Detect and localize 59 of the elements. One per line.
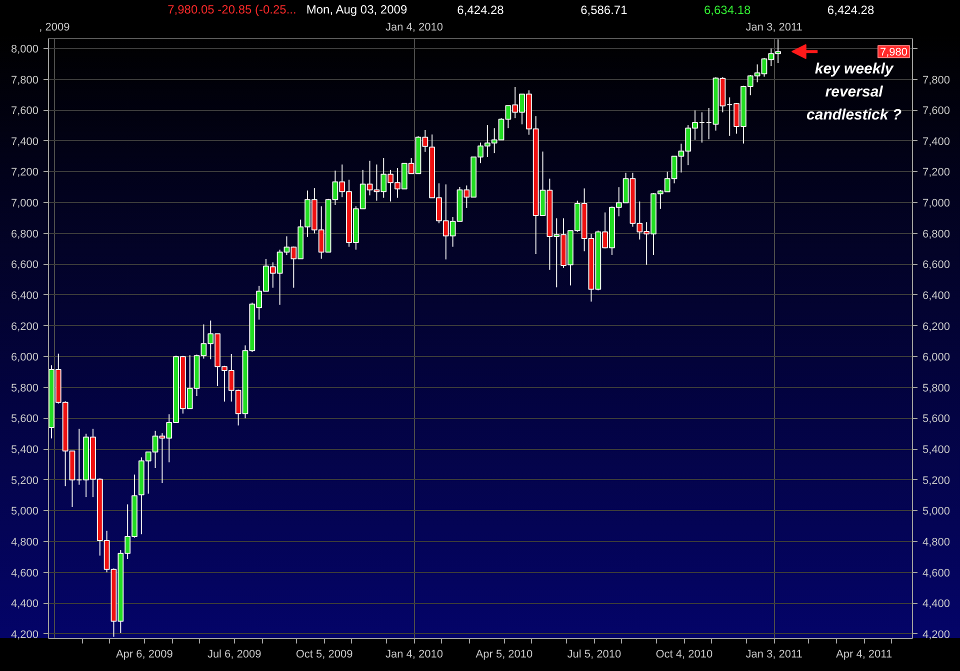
y2-tick-label: 6,200 (922, 320, 950, 333)
x-tick-label: Oct 5, 2009 (296, 648, 353, 660)
x-tick-label: Jul 5, 2010 (567, 648, 622, 660)
x-tick-label: Apr 6, 2009 (116, 648, 173, 660)
x-tick-label: Apr 5, 2010 (476, 648, 533, 660)
y-tick-label: 5,000 (10, 506, 39, 518)
y-tick-label: 7,400 (10, 136, 39, 148)
y2-tick-label: 5,800 (922, 382, 950, 394)
y2-tick-label: 5,600 (922, 413, 950, 426)
y-tick-label: 5,600 (10, 413, 39, 426)
y2-tick-label: 7,200 (922, 166, 950, 179)
y-tick-label: 8,000 (10, 44, 39, 56)
y-tick-label: 4,400 (10, 598, 39, 610)
y2-tick-label: 7,400 (922, 136, 950, 148)
y-tick-label: 7,200 (10, 166, 39, 179)
y-tick-label: 4,800 (10, 536, 39, 548)
y-tick-label: 7,000 (10, 198, 39, 210)
y-tick-label: 5,200 (10, 474, 39, 487)
text: 7,980.05 -20.85 (-0.25... (168, 2, 296, 16)
x-tick-label: Oct 4, 2010 (656, 648, 713, 660)
y2-tick-label: 6,000 (922, 352, 950, 364)
text: Mon, Aug 03, 2009 (306, 2, 408, 16)
text: 6,424.28 (827, 3, 874, 17)
x-tick-label: Jan 3, 2011 (746, 648, 802, 660)
y2-tick-label: 4,400 (922, 598, 950, 610)
y-tick-label: 6,600 (10, 259, 39, 272)
annotation: key weekly reversal candlestick ? (806, 60, 902, 124)
y-tick-label: 6,200 (10, 320, 39, 333)
y2-tick-label: 5,400 (922, 444, 950, 456)
y2-tick-label: 5,000 (922, 506, 950, 518)
y-tick-label: 4,200 (10, 628, 39, 641)
y2-tick-label: 6,800 (922, 228, 950, 240)
y-tick-label: 4,600 (10, 567, 39, 580)
y2-tick-label: 7,600 (922, 105, 950, 118)
annotation: 7,980 (880, 46, 908, 59)
y-tick-label: 6,000 (10, 352, 39, 364)
y-tick-label: 5,800 (10, 382, 39, 394)
y2-tick-label: 7,800 (922, 74, 950, 86)
y-tick-label: 7,600 (10, 105, 39, 118)
text: 6,634.18 (704, 3, 752, 17)
x-tick-label: Jul 6, 2009 (207, 648, 262, 660)
y2-tick-label: 7,000 (922, 198, 950, 210)
y2-tick-label: 6,600 (922, 259, 950, 272)
x2-tick-label: , 2009 (39, 22, 70, 34)
y2-tick-label: 4,800 (922, 536, 950, 548)
x-tick-label: Apr 4, 2011 (836, 648, 892, 660)
text: 6,424.28 (457, 3, 504, 17)
y2-tick-label: 4,200 (922, 628, 950, 641)
x2-tick-label: Jan 4, 2010 (386, 22, 444, 34)
y2-tick-label: 6,400 (922, 290, 950, 302)
y-tick-label: 6,800 (10, 228, 39, 240)
x2-tick-label: Jan 3, 2011 (746, 22, 802, 34)
x-tick-label: Jan 4, 2010 (386, 648, 444, 660)
y-tick-label: 7,800 (10, 74, 39, 86)
y-tick-label: 6,400 (10, 290, 39, 302)
y2-tick-label: 5,200 (922, 474, 950, 487)
y2-tick-label: 4,600 (922, 567, 950, 580)
y-tick-label: 5,400 (10, 444, 39, 456)
text: 6,586.71 (580, 3, 628, 17)
